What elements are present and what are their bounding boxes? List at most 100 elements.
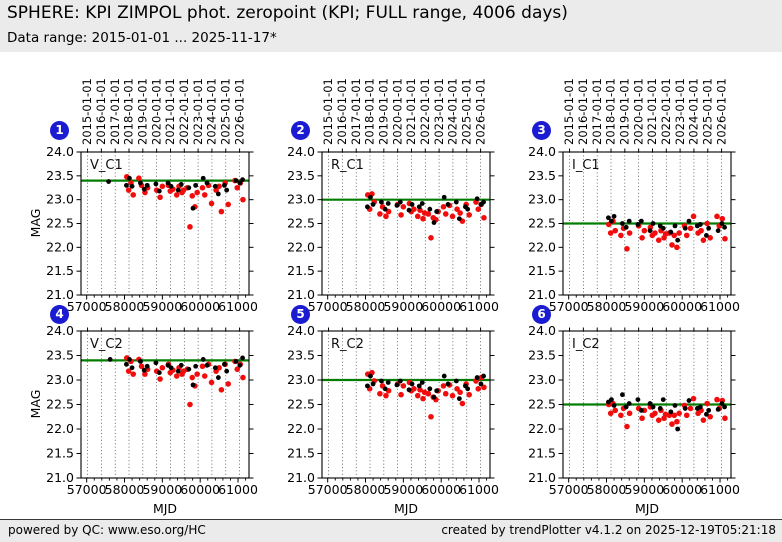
- svg-text:22.5: 22.5: [287, 216, 315, 231]
- panel-label: R_C2: [331, 337, 364, 352]
- svg-text:23.0: 23.0: [46, 372, 74, 387]
- panel-1-badge: 1: [50, 121, 69, 140]
- svg-text:61000: 61000: [700, 299, 740, 314]
- x-axis-label-col2: MJD: [393, 501, 419, 516]
- svg-text:23.5: 23.5: [528, 348, 556, 363]
- panel-label: I_C1: [572, 158, 600, 173]
- panel-2-chart: 21.0 21.5 22.0 22.5 23.0 23.5 24.0 570005800059…: [287, 78, 499, 314]
- panel-3-chart: 21.0 21.5 22.0 22.5 23.0 23.5 24.0 570005800059…: [528, 78, 740, 314]
- panel-label: R_C1: [331, 158, 364, 173]
- svg-text:21.5: 21.5: [46, 446, 74, 461]
- svg-text:59000: 59000: [383, 299, 423, 314]
- axis-ticks: [76, 151, 254, 300]
- tick-labels: 21.0 21.5 22.0 22.5 23.0 23.5 24.0 570005800059…: [528, 323, 740, 497]
- svg-text:2015-01-01: 2015-01-01: [80, 78, 94, 145]
- svg-text:24.0: 24.0: [287, 144, 315, 159]
- svg-text:60000: 60000: [421, 482, 461, 497]
- x-axis-label-col1: MJD: [152, 501, 178, 516]
- year-gridlines: [328, 148, 482, 295]
- y-axis-label-row1: MAG: [28, 208, 43, 238]
- scatter-black: [107, 355, 245, 388]
- panel-5-badge: 5: [291, 305, 310, 324]
- svg-text:2015-01-01: 2015-01-01: [562, 78, 576, 145]
- svg-text:60000: 60000: [180, 482, 220, 497]
- svg-text:2024-01-01: 2024-01-01: [446, 78, 460, 145]
- scatter-black: [365, 194, 486, 225]
- svg-text:2019-01-01: 2019-01-01: [136, 78, 150, 145]
- svg-text:2020-01-01: 2020-01-01: [390, 78, 404, 145]
- svg-text:23.0: 23.0: [287, 372, 315, 387]
- svg-text:2016-01-01: 2016-01-01: [576, 78, 590, 145]
- top-date-labels: 2015-01-01 2016-01-01 2017-01-01 2018-01-01…: [562, 78, 728, 145]
- svg-text:2022-01-01: 2022-01-01: [659, 78, 673, 145]
- svg-text:2016-01-01: 2016-01-01: [94, 78, 108, 145]
- svg-text:22.0: 22.0: [287, 239, 315, 254]
- svg-text:2018-01-01: 2018-01-01: [363, 78, 377, 145]
- svg-text:24.0: 24.0: [528, 323, 556, 338]
- svg-text:2025-01-01: 2025-01-01: [218, 78, 232, 145]
- panel-1-chart: 21.0 21.5 22.0 22.5 23.0 23.5 24.0 570005800059…: [46, 78, 258, 314]
- svg-text:2018-01-01: 2018-01-01: [604, 78, 618, 145]
- svg-text:58000: 58000: [346, 482, 386, 497]
- year-gridlines: [87, 327, 241, 478]
- header-band: SPHERE: KPI ZIMPOL phot. zeropoint (KPI;…: [0, 0, 782, 52]
- panel-label: I_C2: [572, 337, 600, 352]
- svg-text:22.5: 22.5: [46, 397, 74, 412]
- svg-text:59000: 59000: [383, 482, 423, 497]
- svg-text:22.5: 22.5: [528, 397, 556, 412]
- svg-text:57000: 57000: [308, 299, 348, 314]
- svg-text:58000: 58000: [105, 482, 145, 497]
- top-date-labels: 2015-01-01 2016-01-01 2017-01-01 2018-01-01…: [321, 78, 487, 145]
- tick-labels: 21.0 21.5 22.0 22.5 23.0 23.5 24.0 570005800059…: [46, 144, 258, 314]
- svg-text:2023-01-01: 2023-01-01: [432, 78, 446, 145]
- svg-text:23.0: 23.0: [287, 192, 315, 207]
- svg-text:21.0: 21.0: [287, 470, 315, 485]
- svg-text:61000: 61000: [459, 482, 499, 497]
- svg-text:21.0: 21.0: [528, 287, 556, 302]
- svg-text:2016-01-01: 2016-01-01: [335, 78, 349, 145]
- tick-labels: 21.0 21.5 22.0 22.5 23.0 23.5 24.0 570005800059…: [287, 323, 499, 497]
- svg-text:24.0: 24.0: [46, 144, 74, 159]
- svg-text:22.5: 22.5: [287, 397, 315, 412]
- svg-text:21.5: 21.5: [528, 446, 556, 461]
- panel-6-chart: 21.0 21.5 22.0 22.5 23.0 23.5 24.0 570005800059…: [528, 323, 740, 497]
- svg-text:23.0: 23.0: [46, 192, 74, 207]
- svg-text:59000: 59000: [142, 299, 182, 314]
- svg-text:61000: 61000: [218, 299, 258, 314]
- scatter-black: [106, 175, 245, 211]
- panel-4-chart: 21.0 21.5 22.0 22.5 23.0 23.5 24.0 570005800059…: [46, 323, 258, 497]
- scatter-black: [606, 213, 727, 243]
- svg-text:2025-01-01: 2025-01-01: [459, 78, 473, 145]
- top-date-labels: 2015-01-01 2016-01-01 2017-01-01 2018-01-01…: [80, 78, 246, 145]
- svg-text:21.0: 21.0: [287, 287, 315, 302]
- svg-text:23.5: 23.5: [46, 168, 74, 183]
- year-gridlines: [328, 327, 482, 478]
- svg-text:24.0: 24.0: [46, 323, 74, 338]
- svg-text:2024-01-01: 2024-01-01: [687, 78, 701, 145]
- svg-text:2019-01-01: 2019-01-01: [618, 78, 632, 145]
- panel-label: V_C1: [90, 158, 123, 173]
- svg-text:23.5: 23.5: [287, 168, 315, 183]
- svg-text:21.5: 21.5: [528, 263, 556, 278]
- footer-powered-by: powered by QC: www.eso.org/HC: [8, 523, 206, 537]
- svg-text:2026-01-01: 2026-01-01: [232, 78, 246, 145]
- tick-labels: 21.0 21.5 22.0 22.5 23.0 23.5 24.0 570005800059…: [46, 323, 258, 497]
- panel-5-chart: 21.0 21.5 22.0 22.5 23.0 23.5 24.0 570005800059…: [287, 323, 499, 497]
- svg-text:60000: 60000: [421, 299, 461, 314]
- scatter-black: [606, 392, 727, 432]
- svg-text:57000: 57000: [549, 299, 589, 314]
- y-axis-label-row2: MAG: [28, 389, 43, 419]
- svg-text:22.0: 22.0: [46, 239, 74, 254]
- panel-2-badge: 2: [291, 121, 310, 140]
- svg-text:60000: 60000: [662, 482, 702, 497]
- svg-text:2015-01-01: 2015-01-01: [321, 78, 335, 145]
- panel-4-badge: 4: [50, 305, 69, 324]
- footer-created-by: created by trendPlotter v4.1.2 on 2025-1…: [441, 523, 776, 537]
- svg-text:24.0: 24.0: [287, 323, 315, 338]
- svg-text:59000: 59000: [142, 482, 182, 497]
- year-gridlines: [87, 148, 241, 295]
- footer-band: powered by QC: www.eso.org/HC created by…: [0, 519, 782, 542]
- svg-text:23.5: 23.5: [287, 348, 315, 363]
- svg-text:59000: 59000: [624, 299, 664, 314]
